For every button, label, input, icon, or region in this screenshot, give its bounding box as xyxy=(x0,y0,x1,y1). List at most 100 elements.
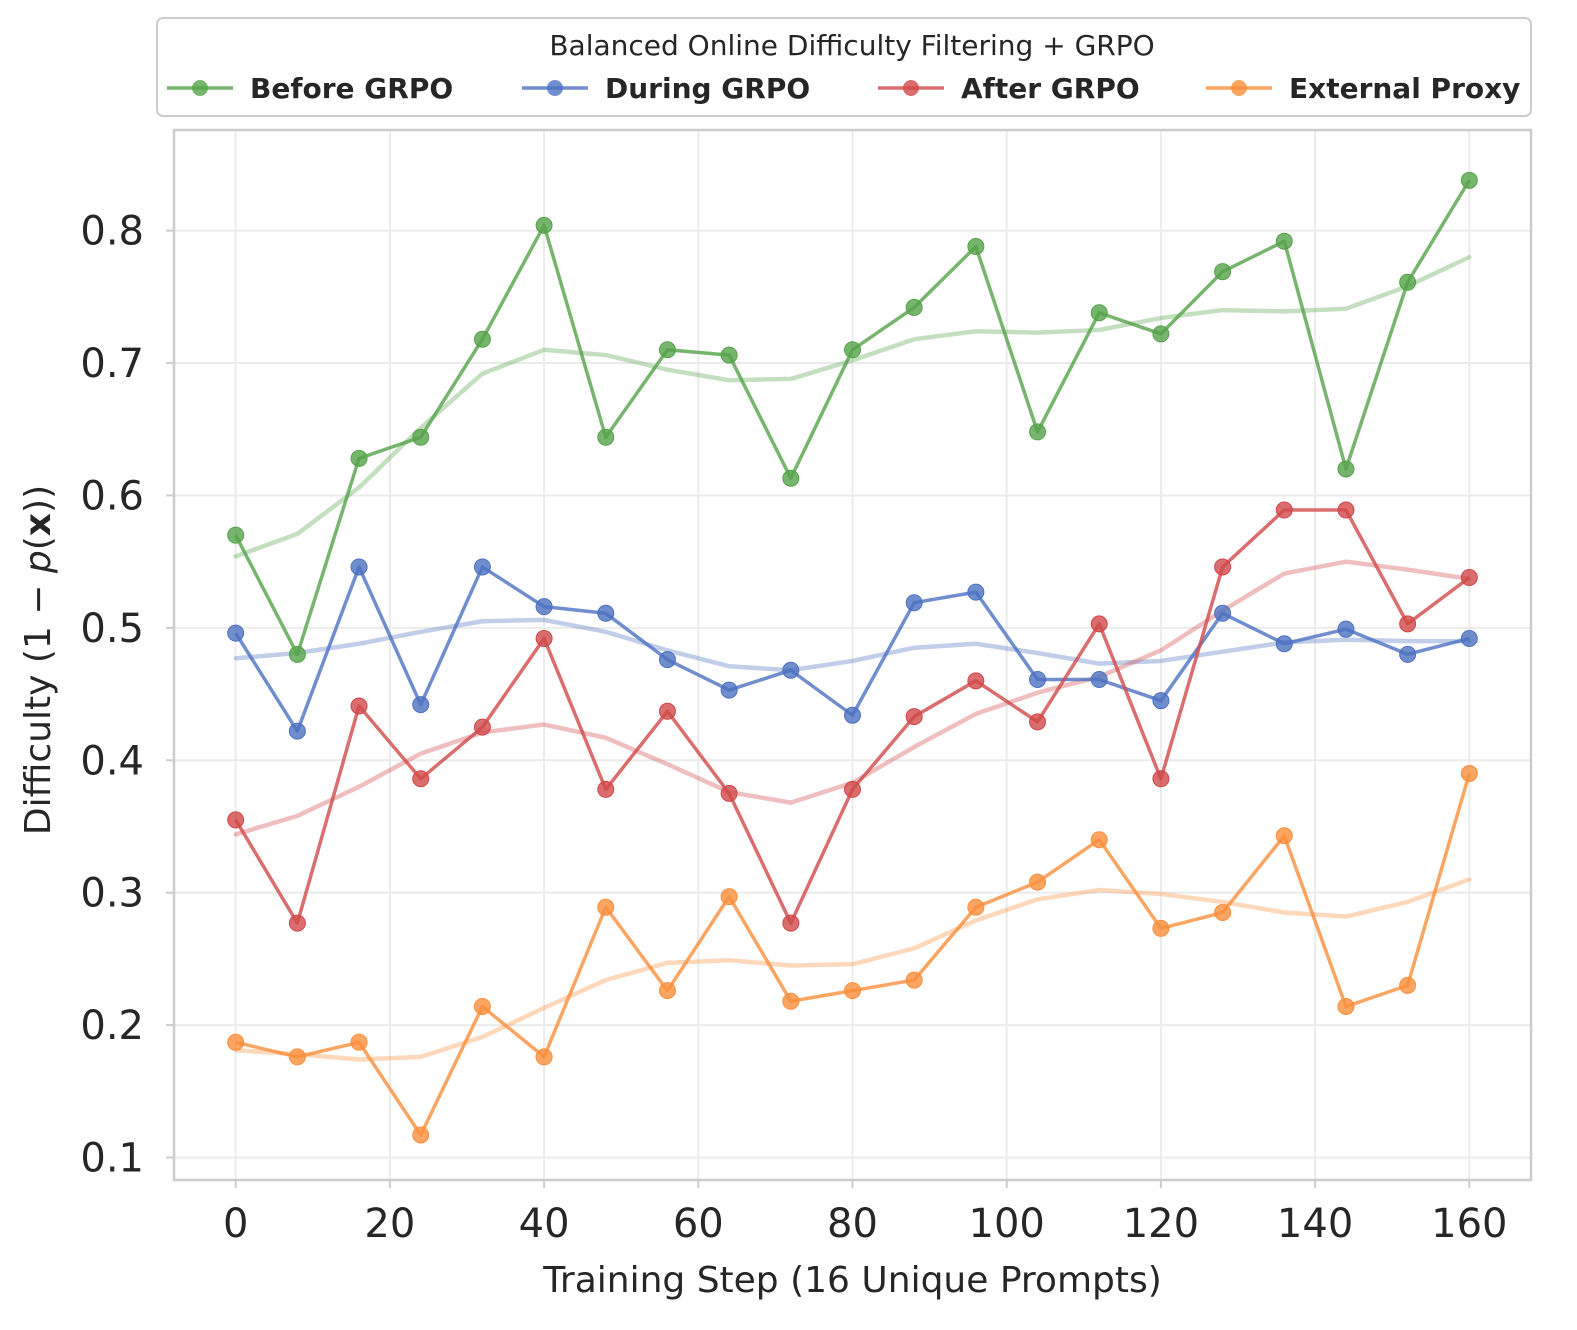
during-grpo-point xyxy=(1399,645,1417,663)
before-grpo-point xyxy=(1275,232,1293,250)
after-grpo-point xyxy=(227,811,245,829)
legend-marker-before-grpo xyxy=(192,80,208,96)
legend-entry-external-proxy: External Proxy xyxy=(1206,72,1520,105)
x-tick-label: 60 xyxy=(673,1201,724,1247)
after-grpo-point xyxy=(1460,569,1478,587)
after-grpo-point xyxy=(782,914,800,932)
before-grpo-point xyxy=(967,238,985,256)
external-proxy-point xyxy=(658,982,676,1000)
external-proxy-point xyxy=(350,1033,368,1051)
external-proxy-trend-line xyxy=(233,877,1472,1062)
before-grpo-point xyxy=(1152,325,1170,343)
external-proxy-point xyxy=(844,982,861,1000)
external-proxy-point xyxy=(782,992,800,1010)
before-grpo-point xyxy=(473,330,491,348)
during-grpo-point xyxy=(535,598,553,616)
before-grpo-series xyxy=(227,171,1478,663)
during-grpo-point xyxy=(782,661,800,679)
x-tick-label: 160 xyxy=(1431,1201,1507,1247)
external-proxy-point xyxy=(1399,976,1417,994)
external-proxy-point xyxy=(905,971,923,989)
y-axis-title-part: ( xyxy=(18,536,59,550)
legend-label-before-grpo: Before GRPO xyxy=(250,72,453,105)
x-axis-title: Training Step (16 Unique Prompts) xyxy=(542,1260,1162,1301)
external-proxy-point xyxy=(967,898,985,916)
y-tick-label: 0.2 xyxy=(80,1003,144,1049)
before-grpo-point xyxy=(350,449,368,467)
external-proxy-point xyxy=(1152,919,1170,937)
legend-entry-during-grpo: During GRPO xyxy=(522,72,810,105)
y-tick-label: 0.3 xyxy=(80,871,144,917)
legend-marker-during-grpo xyxy=(547,80,563,96)
y-tick-label: 0.4 xyxy=(80,738,144,784)
x-tick-label: 20 xyxy=(364,1201,415,1247)
y-axis-title: Difficulty (1 − p(x)) xyxy=(18,485,59,835)
y-tick-label: 0.6 xyxy=(80,473,144,519)
after-grpo-point xyxy=(1152,770,1170,788)
legend-entry-after-grpo: After GRPO xyxy=(878,72,1140,105)
during-grpo-point xyxy=(1029,670,1047,688)
x-tick-label: 140 xyxy=(1277,1201,1353,1247)
before-grpo-point xyxy=(412,428,430,446)
during-grpo-point xyxy=(227,624,245,642)
legend-label-after-grpo: After GRPO xyxy=(961,72,1140,105)
y-tick-label: 0.1 xyxy=(80,1135,144,1181)
y-axis-title-part: Difficulty (1 − xyxy=(18,573,59,835)
external-proxy-point xyxy=(1460,765,1478,783)
after-grpo-point xyxy=(1214,558,1232,576)
after-grpo-point xyxy=(1399,615,1417,633)
x-tick-label: 80 xyxy=(827,1201,878,1247)
external-proxy-point xyxy=(1275,827,1293,845)
external-proxy-point xyxy=(535,1048,553,1066)
after-grpo-point xyxy=(967,672,985,690)
before-grpo-point xyxy=(844,341,861,359)
before-grpo-point xyxy=(1214,263,1232,281)
before-grpo-point xyxy=(535,216,553,234)
after-grpo-point xyxy=(412,770,430,788)
legend-entry-before-grpo: Before GRPO xyxy=(167,72,453,105)
during-grpo-point xyxy=(905,594,923,612)
external-proxy-point xyxy=(597,898,615,916)
after-grpo-point xyxy=(720,784,738,802)
before-grpo-point xyxy=(658,341,676,359)
after-grpo-point xyxy=(597,780,615,798)
after-grpo-point xyxy=(1275,501,1293,519)
before-grpo-point xyxy=(905,298,923,316)
after-grpo-point xyxy=(350,697,368,715)
during-grpo-point xyxy=(1214,604,1232,622)
during-grpo-point xyxy=(967,583,985,601)
y-tick-label: 0.5 xyxy=(80,606,144,652)
during-grpo-trend-line xyxy=(233,617,1472,673)
after-grpo-series xyxy=(227,501,1478,932)
during-grpo-point xyxy=(350,558,368,576)
after-grpo-point xyxy=(1029,713,1047,731)
after-grpo-point xyxy=(1337,501,1355,519)
before-grpo-point xyxy=(1090,304,1108,322)
before-grpo-point xyxy=(720,346,738,364)
external-proxy-point xyxy=(720,888,738,906)
before-grpo-point xyxy=(288,645,306,663)
legend-title: Balanced Online Difficulty Filtering + G… xyxy=(549,29,1154,62)
y-axis-title-part: )) xyxy=(18,485,59,513)
during-grpo-point xyxy=(1090,670,1108,688)
during-grpo-point xyxy=(844,706,861,724)
during-grpo-point xyxy=(658,651,676,669)
x-tick-label: 40 xyxy=(519,1201,570,1247)
legend-label-during-grpo: During GRPO xyxy=(605,72,810,105)
legend-entries: Before GRPO During GRPO After GRPO External… xyxy=(167,72,1520,105)
during-grpo-point xyxy=(473,558,491,576)
x-tick-label: 0 xyxy=(223,1201,248,1247)
during-grpo-series xyxy=(227,558,1478,740)
external-proxy-point xyxy=(227,1033,245,1051)
axis-ticks: 0 20 40 60 80 100 120 140 160 0.1 0.2 0.3 0.4 0.5 0.6 0… xyxy=(80,209,1507,1247)
before-grpo-trend-line xyxy=(233,254,1472,559)
during-grpo-point xyxy=(1152,692,1170,710)
legend: Balanced Online Difficulty Filtering + G… xyxy=(156,17,1532,117)
x-tick-label: 120 xyxy=(1123,1201,1199,1247)
legend-marker-external-proxy xyxy=(1231,80,1247,96)
after-grpo-point xyxy=(1090,615,1108,633)
before-grpo-point xyxy=(782,469,800,487)
during-grpo-point xyxy=(1275,635,1293,653)
after-grpo-point xyxy=(905,708,923,726)
